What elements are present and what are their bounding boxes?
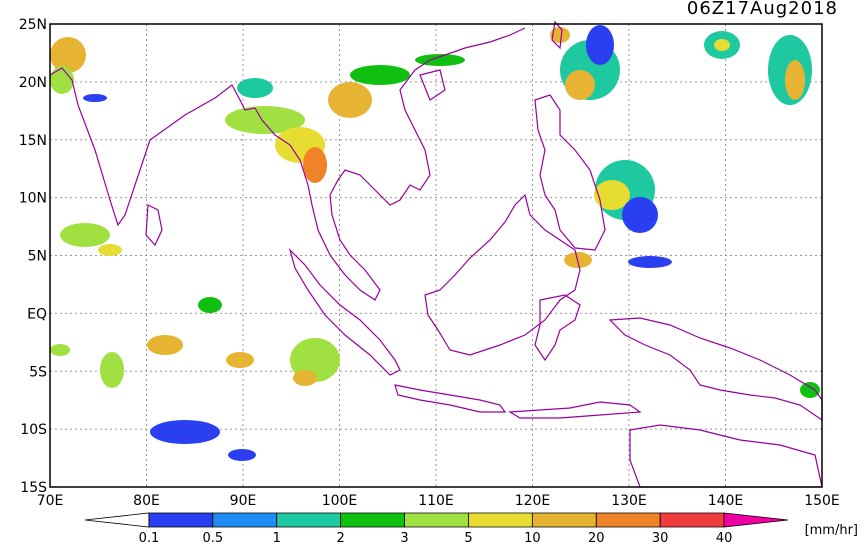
map-frame (49, 23, 823, 488)
graticule (50, 24, 822, 487)
rain-cell (150, 420, 220, 444)
rain-cell (50, 344, 70, 356)
rain-cell (565, 70, 595, 100)
lon-label: 120E (515, 493, 551, 509)
taiwan (551, 20, 563, 50)
rain-cell (594, 180, 630, 210)
rain-cell (785, 60, 805, 100)
lon-label: 150E (804, 493, 840, 509)
lon-label: 90E (230, 493, 257, 509)
colorbar-label: 2 (336, 531, 344, 544)
lon-label: 110E (418, 493, 454, 509)
lat-label: EQ (27, 306, 47, 322)
colorbar-segment (468, 512, 533, 528)
rain-cell (293, 370, 317, 386)
rain-cell (800, 382, 820, 398)
sulawesi (534, 294, 581, 362)
colorbar-label: 1 (273, 531, 281, 544)
lat-label: 25N (19, 17, 47, 33)
rain-cell (415, 54, 465, 66)
rain-cell (60, 223, 110, 247)
australia (629, 424, 823, 488)
rain-cell (237, 78, 273, 98)
rain-cell (83, 94, 107, 102)
colorbar-unit: [mm/hr] (805, 523, 858, 538)
rain-cell (622, 197, 658, 233)
lat-label: 10N (19, 191, 47, 207)
lon-label: 100E (322, 493, 358, 509)
map-title: 06Z17Aug2018 (687, 0, 838, 19)
lon-label: 130E (611, 493, 647, 509)
java (394, 384, 507, 413)
lat-label: 15S (20, 480, 47, 496)
colorbar-label: 20 (588, 531, 605, 544)
colorbar-label: 3 (400, 531, 408, 544)
rain-cell (350, 65, 410, 85)
rain-cell (586, 25, 614, 65)
rain-cell (50, 66, 74, 94)
hainan (419, 69, 446, 101)
precipitation (50, 25, 820, 461)
colorbar: 0.1 0.5 1 2 3 5 10 20 30 40 [mm/hr] (84, 512, 858, 544)
sumatra (288, 247, 401, 376)
lat-label: 5S (29, 364, 47, 380)
colorbar-label: 40 (716, 531, 733, 544)
colorbar-segment (340, 512, 405, 528)
lon-label: 140E (708, 493, 744, 509)
lat-label: 10S (20, 422, 47, 438)
rain-cell (550, 27, 570, 43)
lon-label: 80E (133, 493, 160, 509)
colorbar-label: 10 (524, 531, 541, 544)
rain-cell (226, 352, 254, 368)
colorbar-label: 0.5 (202, 531, 223, 544)
lat-label: 15N (19, 133, 47, 149)
colorbar-segment (212, 512, 278, 528)
rain-cell (328, 82, 372, 118)
mainland-coast (49, 27, 526, 301)
rain-cell (714, 39, 730, 51)
philippines (534, 94, 606, 251)
rain-cell (50, 37, 86, 73)
coastlines (49, 20, 823, 488)
rain-cell (100, 352, 124, 388)
colorbar-segment (148, 512, 214, 528)
rain-cell (147, 335, 183, 355)
rain-cell (628, 256, 672, 268)
rain-cell (228, 449, 256, 461)
colorbar-label: 30 (652, 531, 669, 544)
rain-cell (303, 147, 327, 183)
rain-cell (98, 244, 122, 256)
rain-cell (198, 297, 222, 313)
lesser-sunda (508, 401, 642, 419)
sri-lanka (145, 204, 163, 247)
colorbar-segment (276, 512, 342, 528)
colorbar-segment (404, 512, 469, 528)
lon-label: 70E (37, 493, 64, 509)
lat-label: 5N (28, 249, 47, 265)
borneo (424, 193, 581, 356)
colorbar-segment (595, 512, 661, 528)
new-guinea (608, 317, 823, 422)
rain-cell (225, 106, 305, 134)
colorbar-segment (723, 512, 789, 528)
colorbar-label: 0.1 (139, 531, 160, 544)
colorbar-label: 5 (464, 531, 472, 544)
colorbar-segment (659, 512, 725, 528)
lat-label: 20N (19, 75, 47, 91)
colorbar-segment (531, 512, 597, 528)
